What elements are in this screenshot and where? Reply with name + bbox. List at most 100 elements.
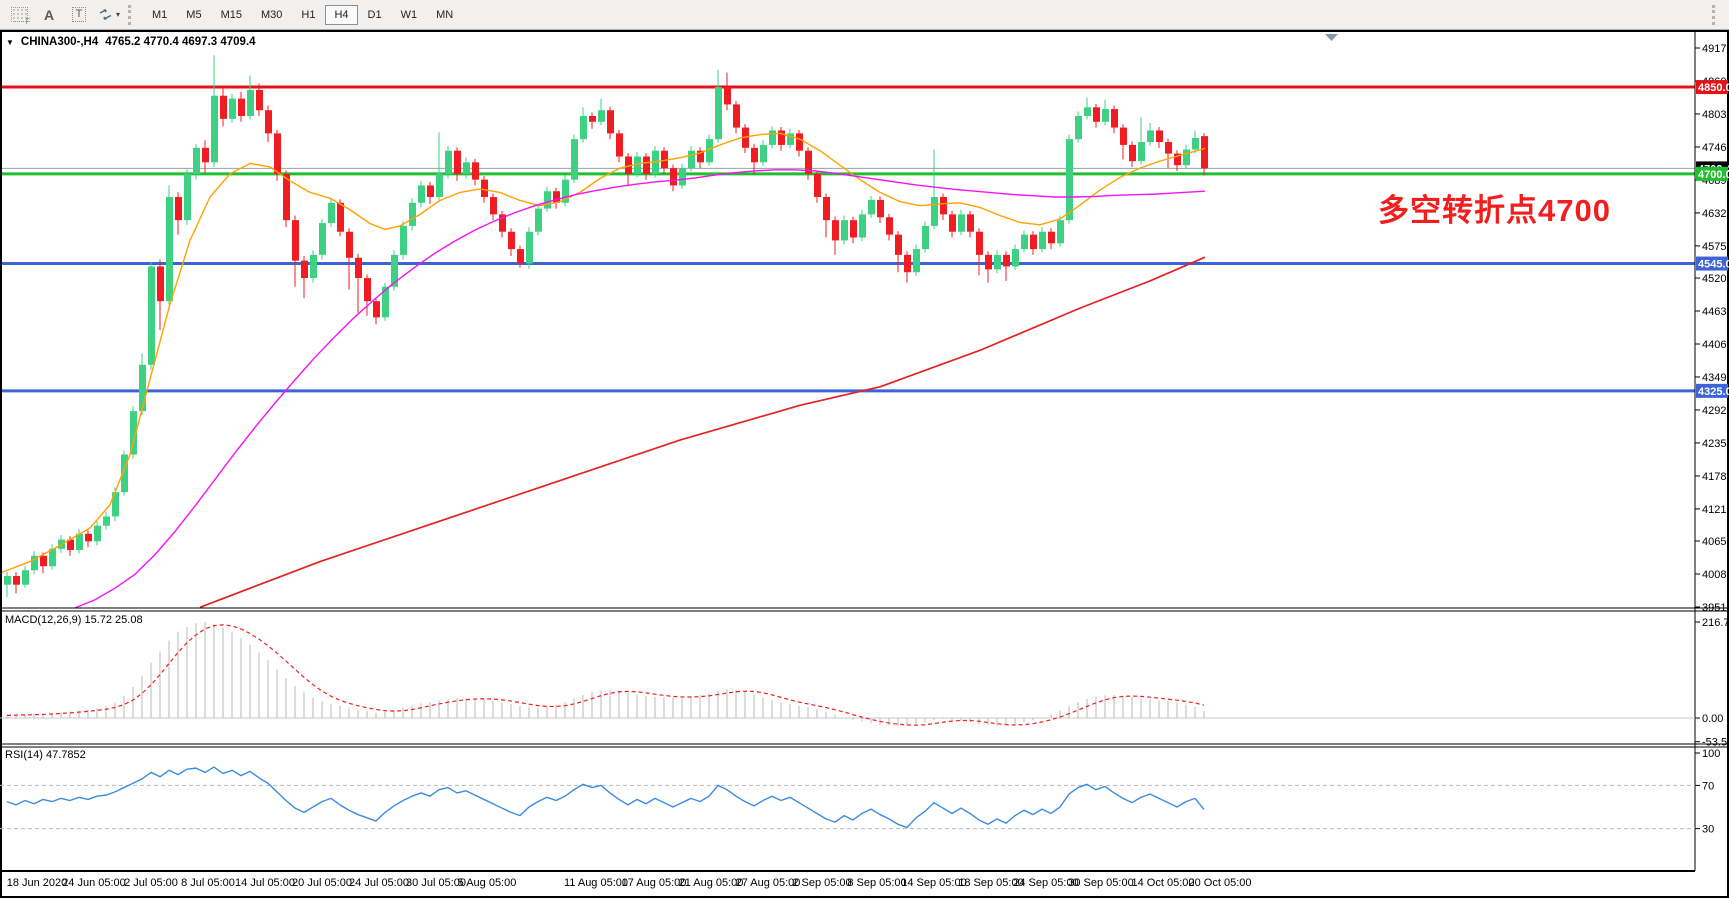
candle-bear: [724, 87, 731, 105]
timeframe-button-d1[interactable]: D1: [359, 5, 391, 25]
axis-label: 4746.5: [1702, 142, 1729, 154]
candle-bear: [616, 133, 623, 157]
candle-bull: [4, 576, 11, 585]
timeframe-button-m1[interactable]: M1: [143, 5, 176, 25]
time-axis-label: 18 Jun 2020: [7, 877, 68, 889]
candle-bear: [805, 150, 812, 174]
candle-bear: [1120, 127, 1127, 145]
toolbar-grip-handle-right[interactable]: [1712, 4, 1723, 25]
candle-bull: [1138, 142, 1145, 162]
time-axis-label: 14 Oct 05:00: [1132, 877, 1195, 889]
candle-bear: [337, 202, 344, 232]
candle-bull: [922, 225, 929, 250]
candle-bear: [877, 199, 884, 218]
timeframe-button-mn[interactable]: MN: [427, 5, 462, 25]
candle-bull: [598, 110, 605, 122]
price-axis: 4917.54860.54803.54746.54689.54632.54575…: [7, 43, 1729, 889]
candle-bull: [31, 555, 38, 571]
level-lines-layer: [0, 85, 1695, 393]
pattern-fill-button[interactable]: F: [4, 3, 34, 27]
timeframe-button-group: M1 M5 M15 M30 H1 H4 D1 W1 MN: [143, 4, 462, 25]
candle-bear: [976, 231, 983, 255]
candle-bear: [1111, 109, 1118, 128]
candles-layer: [4, 55, 1208, 598]
drawing-tools-button[interactable]: ▾: [94, 3, 124, 27]
chart-title-bar: ▼ CHINA300-,H4 4765.2 4770.4 4697.3 4709…: [6, 36, 256, 48]
candle-bull: [1021, 234, 1028, 250]
time-axis-label: 27 Aug 05:00: [736, 877, 801, 889]
candle-bear: [499, 214, 506, 232]
chevron-down-icon: ▾: [115, 10, 120, 19]
time-axis-label: 18 Sep 05:00: [958, 877, 1023, 889]
candle-bear: [1156, 130, 1163, 143]
timeframe-button-w1[interactable]: W1: [392, 5, 427, 25]
pattern-f-label: F: [25, 17, 31, 26]
candle-bull: [121, 454, 128, 493]
text-label-button[interactable]: A: [34, 3, 64, 27]
candle-bull: [418, 185, 425, 203]
symbol-dropdown-icon[interactable]: ▼: [6, 37, 14, 47]
chart-ohlc-values: 4765.2 4770.4 4697.3 4709.4: [105, 36, 256, 48]
candle-bull: [634, 156, 641, 174]
text-box-button[interactable]: T: [64, 3, 94, 27]
candle-bear: [796, 133, 803, 151]
candle-bull: [787, 133, 794, 145]
candle-bear: [454, 150, 461, 174]
candle-bull: [1102, 109, 1109, 122]
price-chart-canvas[interactable]: 4917.54860.54803.54746.54689.54632.54575…: [0, 30, 1729, 898]
ma-mid-magenta-line: [74, 169, 1206, 609]
candle-bull: [868, 199, 875, 215]
timeframe-button-m30[interactable]: M30: [252, 5, 291, 25]
candle-bear: [985, 254, 992, 270]
level-price-label: [1696, 383, 1728, 398]
candle-bear: [355, 257, 362, 279]
axis-label: 4406.0: [1702, 339, 1729, 351]
time-axis-label: 24 Jun 05:00: [62, 877, 126, 889]
candle-bull: [463, 162, 470, 174]
axis-label: 4178.0: [1702, 471, 1729, 483]
axis-label: 4632.5: [1702, 208, 1729, 220]
candle-bear: [904, 254, 911, 273]
candle-bull: [112, 492, 119, 517]
candle-bear: [274, 133, 281, 174]
candle-bull: [436, 173, 443, 198]
candle-bull: [1012, 249, 1019, 267]
candle-bear: [67, 539, 74, 551]
candle-bear: [238, 98, 245, 116]
candle-bull: [688, 150, 695, 169]
timeframe-button-m15[interactable]: M15: [212, 5, 251, 25]
candle-bull: [535, 208, 542, 232]
candle-bear: [832, 220, 839, 241]
level-price-label-text: 4850.0: [1698, 82, 1729, 94]
level-price-label-text: 4545.0: [1698, 259, 1729, 271]
candle-bull: [1057, 220, 1064, 244]
time-axis-label: 8 Sep 05:00: [847, 877, 906, 889]
candle-bear: [292, 220, 299, 261]
axis-label: 4292.0: [1702, 405, 1729, 417]
timeframe-button-h4[interactable]: H4: [325, 4, 358, 25]
candle-bear: [283, 173, 290, 221]
time-axis-label: 30 Jul 05:00: [406, 877, 466, 889]
level-price-label: [1696, 256, 1728, 271]
candle-bull: [391, 254, 398, 287]
axis-label: 216.78: [1702, 617, 1729, 629]
candle-bull: [382, 286, 389, 318]
chart-symbol-period: CHINA300-,H4: [20, 36, 99, 48]
candle-bull: [1183, 149, 1190, 166]
timeframe-button-m5[interactable]: M5: [177, 5, 210, 25]
ma-slow-red-line: [199, 256, 1206, 609]
candle-bear: [85, 533, 92, 542]
timeframe-button-h1[interactable]: H1: [292, 5, 324, 25]
candle-bull: [526, 231, 533, 264]
chart-shift-marker-icon[interactable]: [1325, 34, 1338, 41]
candle-bull: [94, 525, 101, 542]
candle-bull: [193, 147, 200, 174]
candle-bear: [670, 168, 677, 186]
candle-bear: [661, 150, 668, 169]
candle-bull: [409, 202, 416, 226]
axis-label: 4008.5: [1702, 569, 1729, 581]
toolbar-grip-handle[interactable]: [128, 4, 139, 25]
candle-bear: [517, 249, 524, 264]
letter-t-box-icon: T: [71, 7, 87, 22]
candle-bear: [814, 173, 821, 198]
